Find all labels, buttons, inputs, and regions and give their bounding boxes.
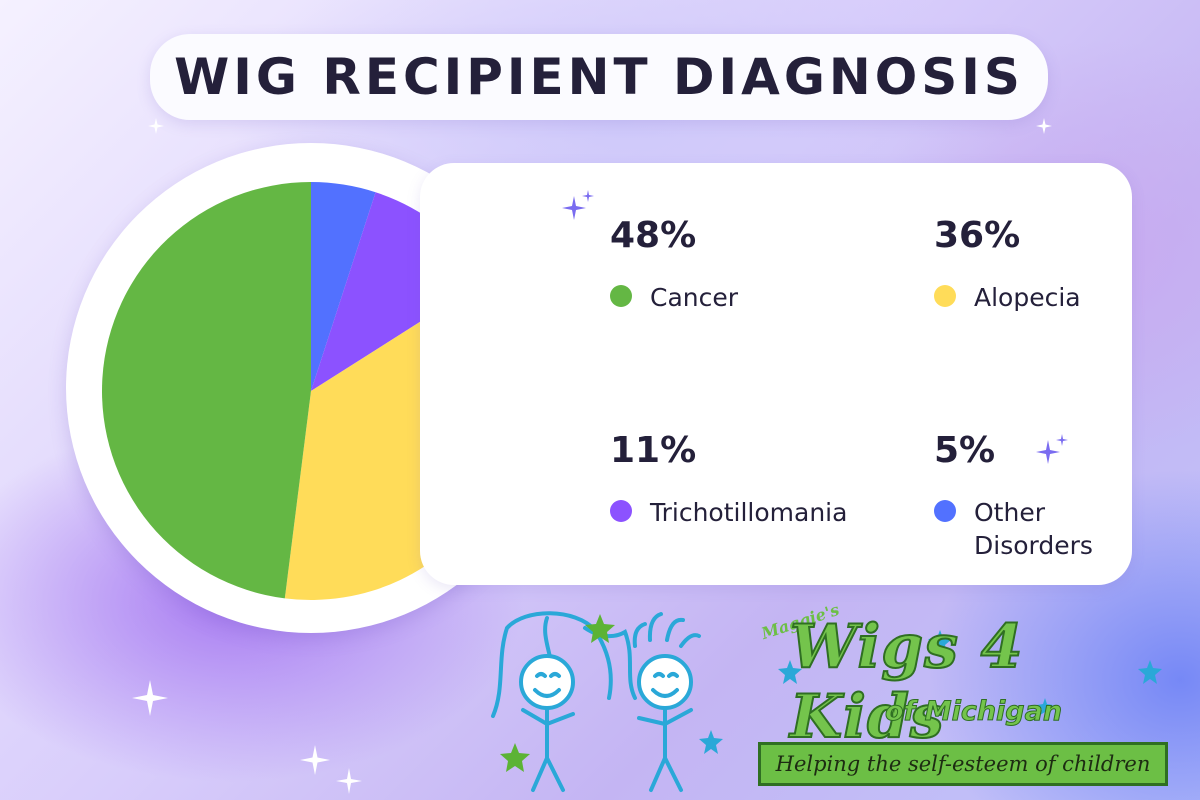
legend-dot-cancer <box>610 285 632 307</box>
legend-item-other: 5% Other Disorders <box>934 433 1124 562</box>
legend-label-cancer: Cancer <box>650 283 739 312</box>
legend-label-alopecia: Alopecia <box>974 283 1081 312</box>
pie-slice-other-disorders <box>311 182 376 391</box>
kids-logo-illustration <box>491 611 1162 792</box>
legend-panel: 48% Cancer 36% Alopecia 11% Trichotillom… <box>420 163 1132 585</box>
brand-sub-text: of Michigan <box>884 696 1063 728</box>
legend-label-other: Other Disorders <box>974 498 1093 560</box>
brand-main-text: Wigs 4 Kids <box>789 611 1024 753</box>
legend-value-cancer: 48% <box>610 215 697 256</box>
tagline-text: Helping the self-esteem of children <box>775 752 1151 776</box>
legend-value-alopecia: 36% <box>934 215 1021 256</box>
legend-value-other: 5% <box>934 430 996 471</box>
legend-dot-alopecia <box>934 285 956 307</box>
legend-value-trichotillomania: 11% <box>610 430 697 471</box>
sparkle-icon <box>336 768 362 794</box>
sparkle-icon <box>132 680 168 716</box>
legend-item-cancer: 48% Cancer <box>610 218 738 315</box>
title-banner: WIG RECIPIENT DIAGNOSIS <box>150 34 1048 120</box>
tagline-banner: Helping the self-esteem of children <box>758 742 1168 786</box>
sparkle-icon <box>1036 118 1052 134</box>
sparkle-icon <box>562 190 594 220</box>
legend-label-trichotillomania: Trichotillomania <box>650 498 848 527</box>
legend-item-alopecia: 36% Alopecia <box>934 218 1081 315</box>
chart-title: WIG RECIPIENT DIAGNOSIS <box>174 48 1024 106</box>
legend-item-trichotillomania: 11% Trichotillomania <box>610 433 847 530</box>
sparkle-icon <box>300 745 330 775</box>
pie-slice-cancer <box>102 182 311 599</box>
sparkle-icon <box>1036 434 1068 464</box>
legend-dot-other <box>934 500 956 522</box>
legend-dot-trichotillomania <box>610 500 632 522</box>
sparkle-icon <box>148 118 164 134</box>
